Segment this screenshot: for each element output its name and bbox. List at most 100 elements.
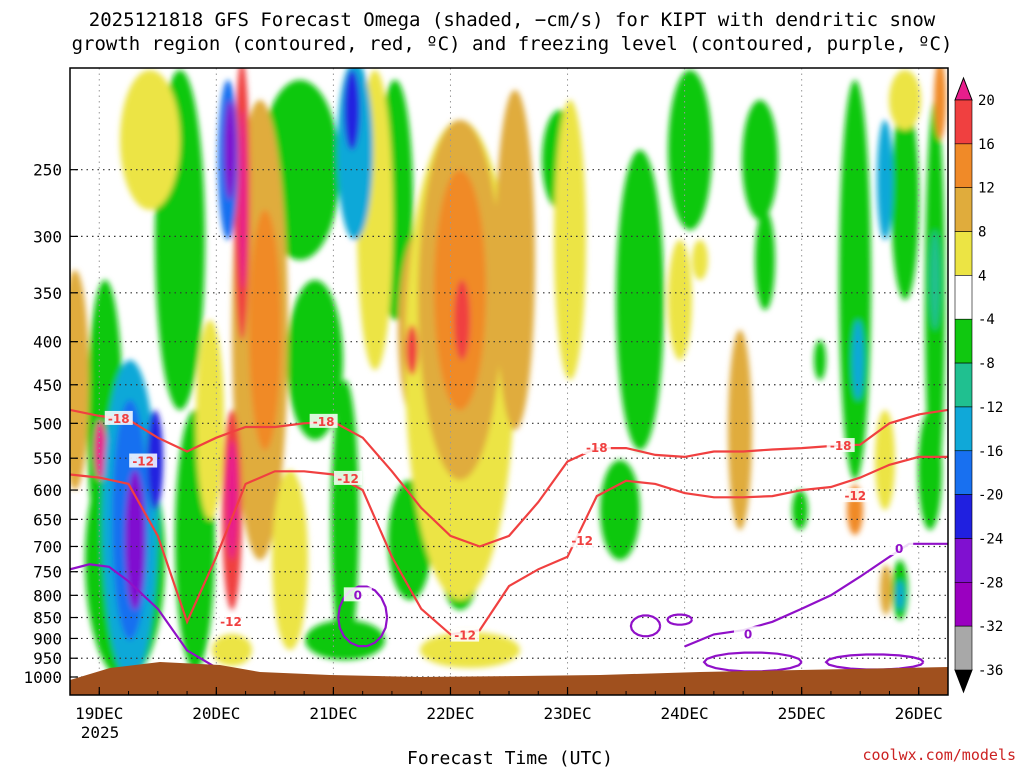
omega-blob [934, 68, 946, 140]
omega-blob [600, 460, 640, 560]
colorbar-label: 20 [978, 93, 995, 109]
contour-label-bg [885, 541, 914, 556]
contour-freezing-loop [337, 585, 389, 648]
y-tick-label: 250 [33, 161, 62, 180]
x-tick-label: 22DEC [426, 704, 474, 723]
colorbar-label: 8 [978, 225, 986, 241]
colorbar-label: -12 [978, 400, 1003, 416]
x-tick-label: 26DEC [895, 704, 943, 723]
colorbar-label: -4 [978, 312, 995, 328]
contour-label: -12 [337, 472, 359, 486]
colorbar-label: -32 [978, 619, 1003, 635]
contour-label-bg [334, 470, 363, 485]
contour-label: -12 [844, 489, 866, 503]
colorbar-label: 12 [978, 181, 995, 197]
contour-label-bg [309, 413, 338, 428]
colorbar-label: 4 [978, 268, 986, 284]
x-year-label: 2025 [81, 723, 120, 742]
y-tick-label: 850 [33, 609, 62, 628]
y-tick-label: 700 [33, 537, 62, 556]
omega-blob [814, 340, 826, 380]
x-axis-label: Forecast Time (UTC) [407, 748, 613, 768]
omega-blob [891, 100, 919, 300]
y-tick-label: 350 [33, 284, 62, 303]
contour-label: 0 [354, 588, 362, 602]
contour-label: -18 [108, 412, 130, 426]
omega-blob [692, 240, 708, 280]
contour-label-bg [451, 627, 480, 642]
colorbar-swatch [954, 187, 973, 232]
omega-blob [755, 210, 775, 310]
omega-blob [852, 320, 864, 400]
omega-blob [877, 120, 893, 240]
grid [70, 68, 948, 695]
y-tick-label: 400 [33, 333, 62, 352]
contour-label-bg [129, 453, 158, 468]
colorbar-top-arrow [954, 76, 973, 101]
x-tick-label: 24DEC [661, 704, 709, 723]
omega-blob [554, 100, 586, 380]
contour-minus18 [70, 408, 948, 548]
omega-blob [668, 240, 692, 360]
contour-label-bg [841, 488, 870, 503]
contour-label: -12 [132, 455, 154, 469]
omega-blob [880, 565, 892, 615]
contour-freezing-loop [666, 613, 693, 626]
colorbar-label: 16 [978, 137, 995, 153]
y-tick-label: 500 [33, 414, 62, 433]
omega-blob [239, 110, 247, 290]
credit-text: coolwx.com/models [862, 746, 1016, 764]
x-tick-label: 25DEC [778, 704, 826, 723]
x-tick-label: 19DEC [75, 704, 123, 723]
omega-blob [287, 280, 343, 440]
contour-label: 0 [744, 627, 752, 641]
colorbar-label: -20 [978, 488, 1003, 504]
x-tick-label: 21DEC [309, 704, 357, 723]
contour-label: -12 [220, 615, 242, 629]
contour-label-bg [216, 613, 245, 628]
contour-label-bg [104, 410, 133, 425]
omega-blob [196, 320, 224, 520]
omega-blob [120, 70, 180, 210]
omega-blob [305, 620, 385, 660]
colorbar-label: -36 [978, 663, 1003, 679]
contour-label-bg [343, 587, 372, 602]
y-tick-label: 1000 [23, 668, 62, 687]
omega-blob [125, 470, 145, 610]
omega-blob [454, 280, 470, 360]
omega-blob [668, 70, 712, 230]
omega-blob [94, 420, 106, 480]
contour-freezing-loop [629, 614, 662, 638]
contour-label-bg [568, 533, 597, 548]
y-tick-label: 300 [33, 227, 62, 246]
omega-blob [70, 270, 89, 490]
omega-blob [742, 100, 778, 220]
omega-blob [889, 70, 921, 130]
terrain [70, 662, 948, 695]
y-tick-label: 750 [33, 563, 62, 582]
colorbar-label: -16 [978, 444, 1003, 460]
chart-title-line2: growth region (contoured, red, ºC) and f… [72, 33, 953, 55]
y-tick-label: 450 [33, 376, 62, 395]
colorbar-swatch [954, 450, 973, 495]
contours: -18 -18 -18 -18 -12 -12 -12 -12 -12 -12 0 0 0 [70, 408, 948, 673]
y-tick-label: 550 [33, 449, 62, 468]
x-tick-label: 23DEC [543, 704, 591, 723]
omega-blob [839, 80, 871, 480]
colorbar-swatch [954, 362, 973, 408]
contour-freezing-left [70, 563, 217, 669]
contour-label: -18 [313, 415, 335, 429]
contour-label: -18 [830, 439, 852, 453]
chart-title-line1: 2025121818 GFS Forecast Omega (shaded, −… [89, 9, 936, 31]
contour-freezing-loop [702, 651, 803, 673]
contour-minus12 [70, 455, 948, 636]
omega-blob [249, 210, 281, 450]
colorbar-swatch [954, 143, 973, 188]
y-tick-label: 800 [33, 586, 62, 605]
contour-label: -18 [586, 441, 608, 455]
omega-shading [70, 68, 946, 680]
omega-blob [272, 470, 308, 650]
colorbar-swatch [954, 275, 973, 320]
colorbar-swatch [954, 231, 973, 276]
